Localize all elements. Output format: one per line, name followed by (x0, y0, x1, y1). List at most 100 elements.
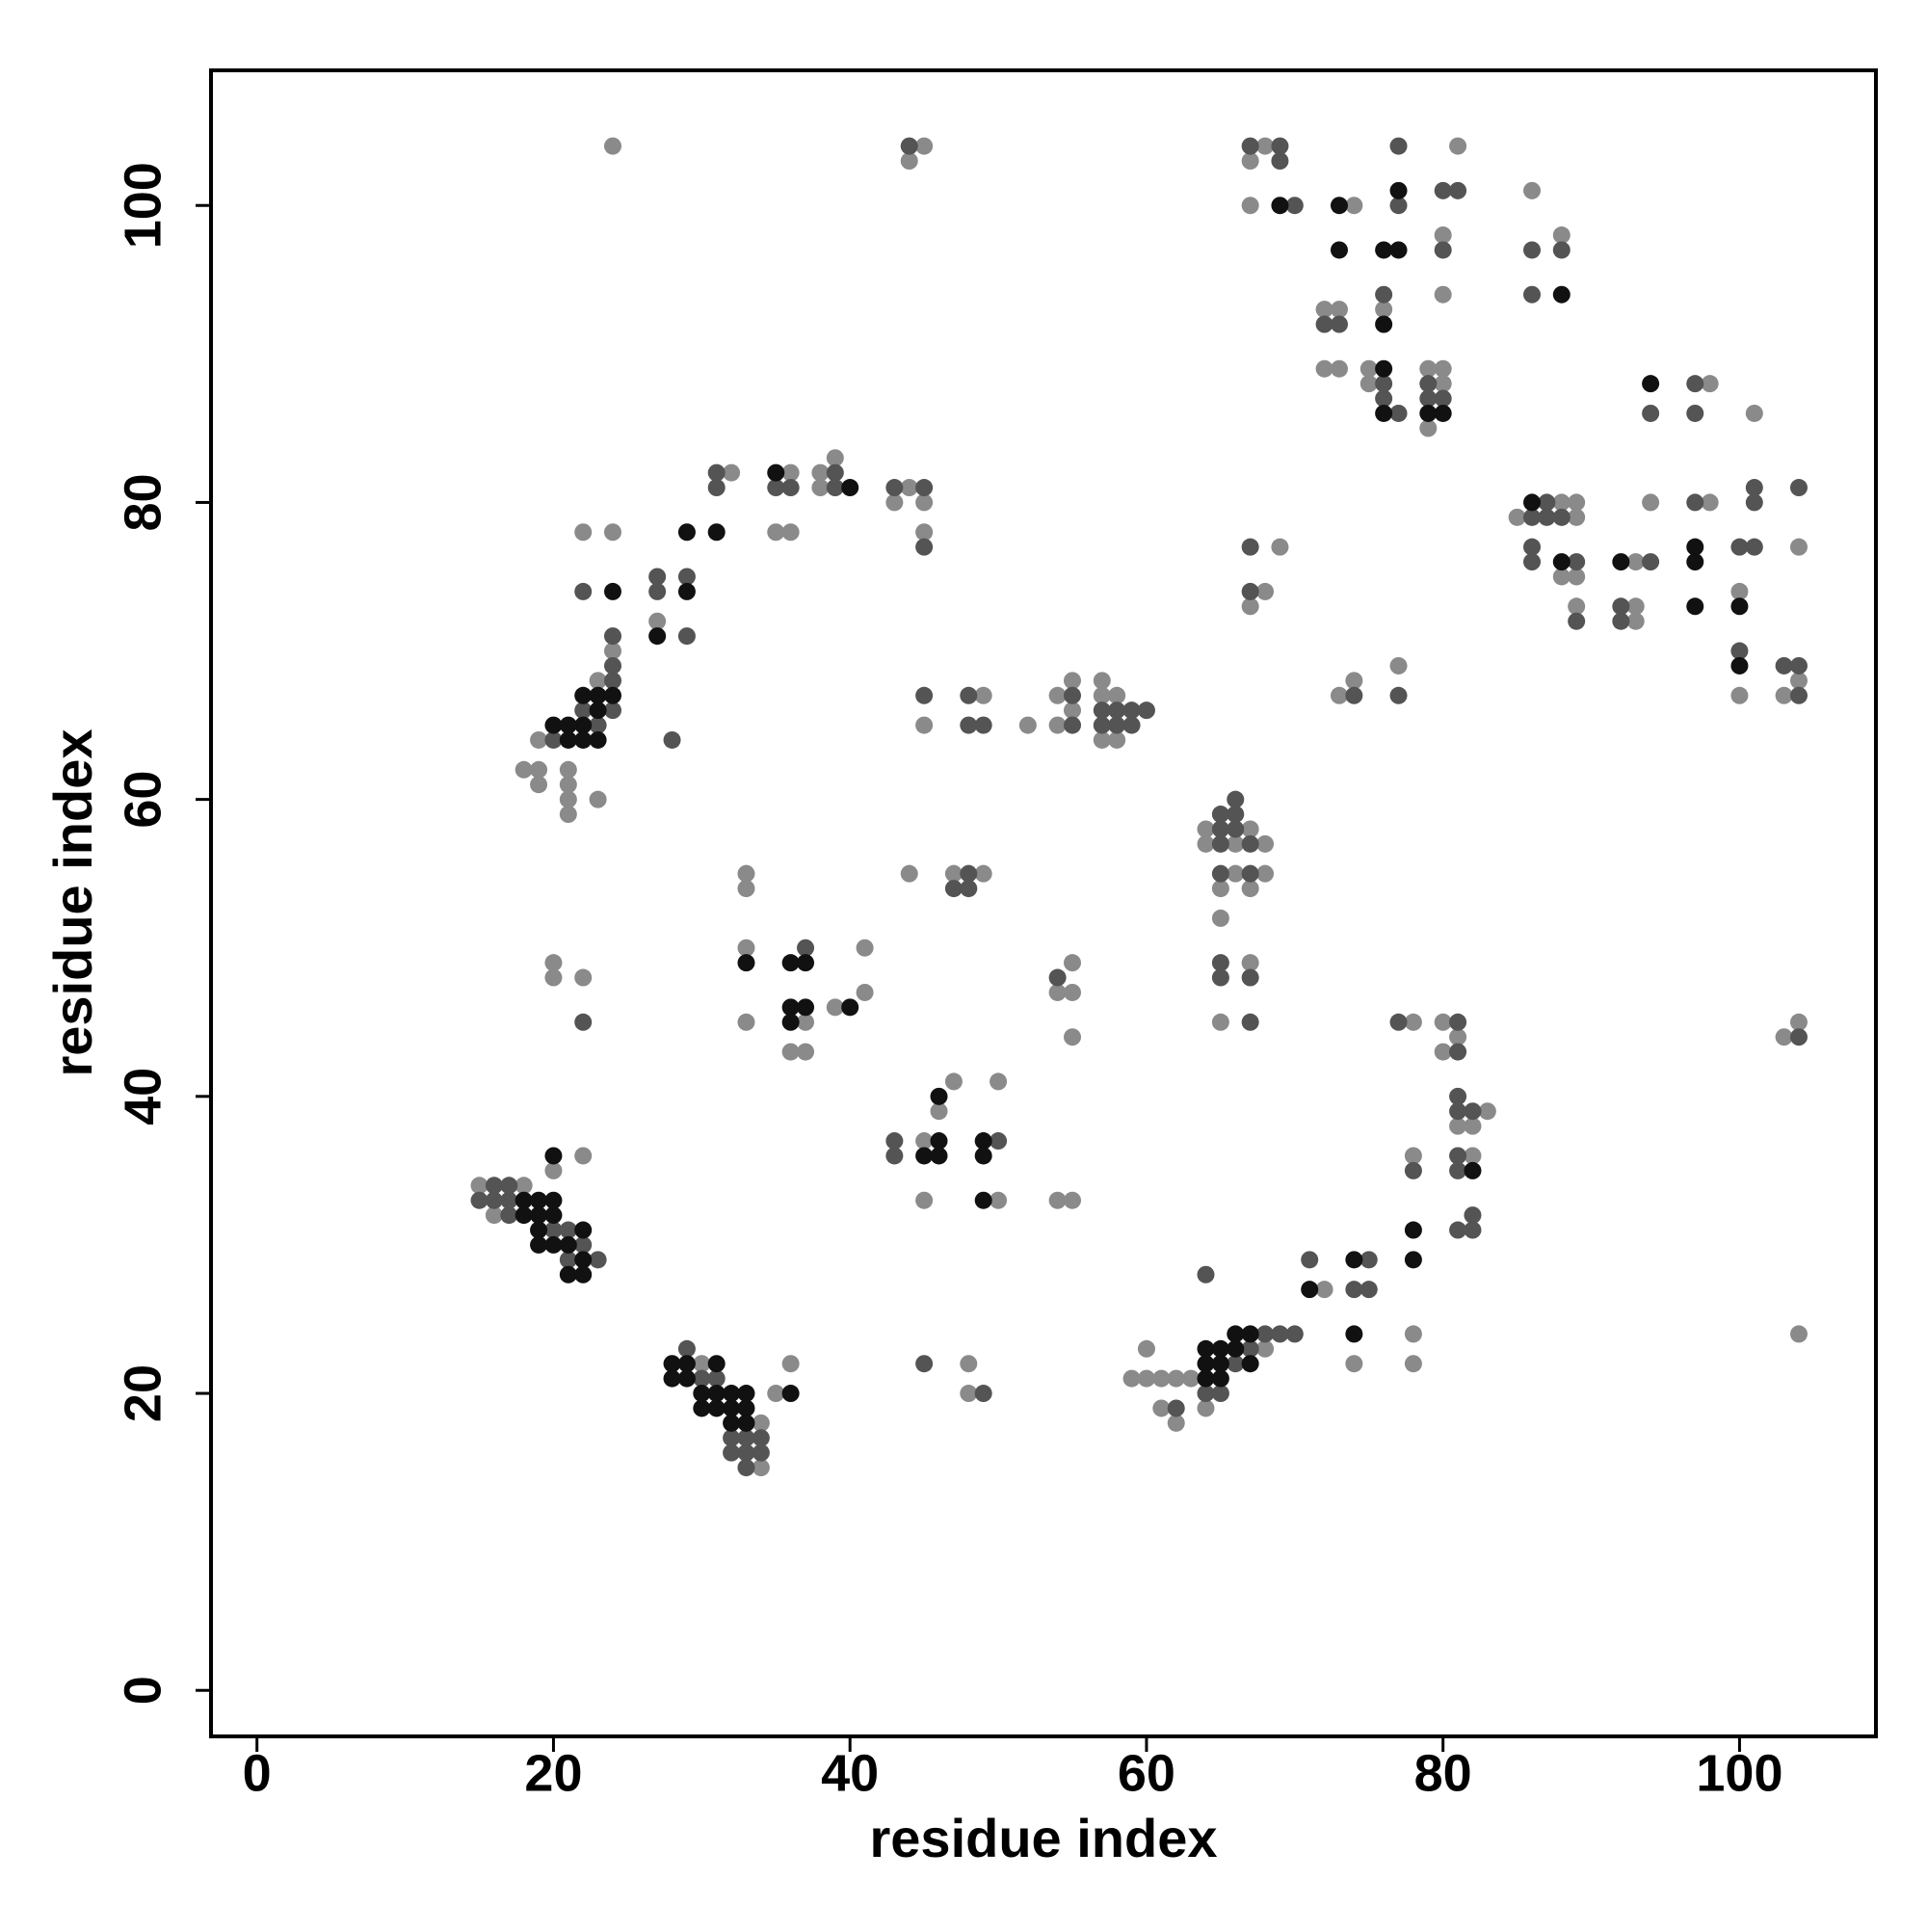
contact-point (485, 1191, 503, 1209)
contact-point (723, 1399, 741, 1417)
contact-point (1552, 553, 1571, 571)
contact-point (1315, 301, 1333, 319)
contact-point (1211, 968, 1229, 987)
contact-point (974, 1132, 992, 1151)
contact-point (915, 1132, 934, 1151)
contact-point (826, 449, 844, 467)
contact-point (826, 463, 844, 482)
contact-point (1389, 197, 1408, 215)
contact-point (1730, 597, 1749, 616)
contact-point (915, 137, 934, 155)
contact-point (944, 880, 963, 898)
contact-point (1730, 656, 1749, 675)
y-axis-label: residue index (42, 728, 103, 1076)
contact-point (1285, 197, 1304, 215)
contact-point (1686, 493, 1704, 512)
contact-point (1211, 954, 1229, 972)
contact-point (974, 686, 992, 704)
contact-point (974, 716, 992, 734)
contact-point (1686, 597, 1704, 616)
contact-point (1449, 181, 1467, 199)
contact-point (974, 1191, 992, 1209)
contact-point (1434, 359, 1452, 378)
contact-point (1434, 389, 1452, 408)
contact-point (1775, 656, 1793, 675)
contact-point (737, 1013, 755, 1031)
contact-point (544, 968, 563, 987)
contact-point (544, 730, 563, 749)
contact-point (1730, 686, 1749, 704)
contact-point (1389, 181, 1408, 199)
contact-point (1256, 834, 1275, 853)
contact-point (603, 627, 621, 646)
contact-point (1315, 315, 1333, 333)
contact-point (515, 760, 533, 779)
contact-point (960, 880, 978, 898)
contact-point (1227, 1355, 1245, 1373)
contact-point (1642, 375, 1660, 393)
contact-point (1122, 701, 1141, 720)
contact-point (1434, 375, 1452, 393)
contact-point (677, 627, 696, 646)
contact-point (1241, 968, 1259, 987)
contact-point (1064, 716, 1082, 734)
contact-point (1064, 983, 1082, 1001)
contact-point (1211, 1369, 1229, 1388)
contact-point (530, 1206, 548, 1225)
contact-point (1434, 241, 1452, 259)
contact-point (589, 686, 607, 704)
y-tick-label: 40 (114, 1068, 172, 1125)
contact-point (1330, 359, 1348, 378)
contact-point (1122, 716, 1141, 734)
contact-point (1211, 834, 1229, 853)
contact-point (1108, 716, 1126, 734)
contact-point (1686, 404, 1704, 422)
contact-point (1434, 1043, 1452, 1061)
contact-point (1449, 1147, 1467, 1165)
contact-point (1227, 1325, 1245, 1343)
contact-point (485, 1206, 503, 1225)
contact-point (1241, 538, 1259, 556)
contact-point (781, 1355, 800, 1373)
contact-point (1241, 880, 1259, 898)
y-tick-label: 80 (114, 473, 172, 531)
contact-point (811, 479, 830, 497)
contact-point (1211, 909, 1229, 927)
contact-point (930, 1147, 948, 1165)
contact-point (1211, 864, 1229, 883)
x-axis-label: residue index (869, 1808, 1217, 1868)
contact-point (1137, 701, 1155, 720)
contact-point (1241, 1325, 1259, 1343)
contact-point (930, 1132, 948, 1151)
contact-point (737, 864, 755, 883)
contact-point (960, 864, 978, 883)
contact-point (974, 864, 992, 883)
contact-point (1404, 1325, 1422, 1343)
contact-point (1241, 197, 1259, 215)
contact-point (1256, 582, 1275, 600)
contact-point (1434, 1013, 1452, 1031)
contact-point (1359, 359, 1378, 378)
contact-point (1315, 359, 1333, 378)
contact-point (1552, 226, 1571, 245)
contact-point (1626, 553, 1645, 571)
contact-point (1137, 1369, 1155, 1388)
contact-point (603, 672, 621, 690)
contact-point (1449, 1102, 1467, 1121)
contact-point (1375, 301, 1393, 319)
contact-point (1301, 1281, 1319, 1299)
contact-point (707, 463, 726, 482)
contact-point (1064, 672, 1082, 690)
contact-point (885, 493, 904, 512)
contact-point (1745, 538, 1763, 556)
contact-point (797, 1013, 815, 1031)
contact-point (960, 1385, 978, 1403)
contact-point (1227, 864, 1245, 883)
contact-point (1048, 716, 1067, 734)
contact-point (1375, 241, 1393, 259)
contact-point (1227, 1339, 1245, 1358)
contact-point (589, 790, 607, 808)
contact-point (1211, 1013, 1229, 1031)
contact-point (1241, 864, 1259, 883)
contact-point (1523, 181, 1542, 199)
